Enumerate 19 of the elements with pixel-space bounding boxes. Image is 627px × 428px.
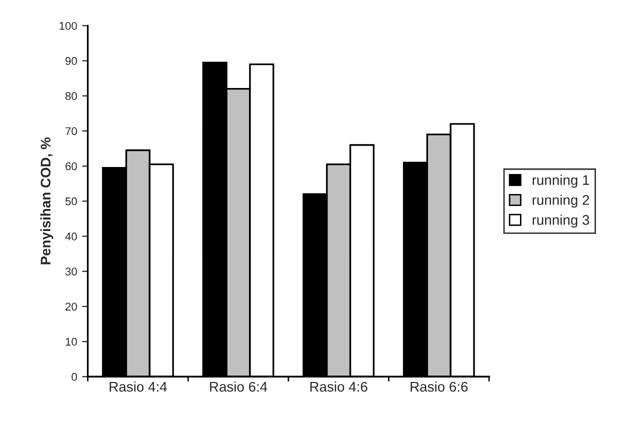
y-tick-label: 0 (72, 372, 77, 381)
legend-label: running 2 (532, 194, 590, 208)
x-tick-label: Rasio 4:6 (310, 382, 368, 392)
y-tick-label: 90 (66, 57, 77, 65)
y-tick-label: 100 (60, 22, 77, 30)
y-tick-label: 80 (65, 92, 77, 100)
y-axis-title: Penyisihan COD, % (40, 137, 54, 264)
x-tick-label: Rasio 6:4 (210, 382, 268, 392)
x-tick-label: Rasio 6:6 (410, 382, 468, 392)
legend-label: running 1 (532, 174, 590, 188)
y-tick-label: 20 (66, 302, 77, 311)
x-tick-label: Rasio 4:4 (110, 382, 167, 392)
legend-label: running 3 (532, 214, 590, 228)
y-tick-label: 10 (66, 338, 77, 346)
y-tick-label: 30 (65, 268, 77, 276)
y-tick-label: 60 (66, 162, 77, 170)
y-tick-label: 70 (66, 127, 77, 136)
y-tick-label: 40 (65, 232, 77, 240)
y-tick-label: 50 (65, 197, 77, 206)
